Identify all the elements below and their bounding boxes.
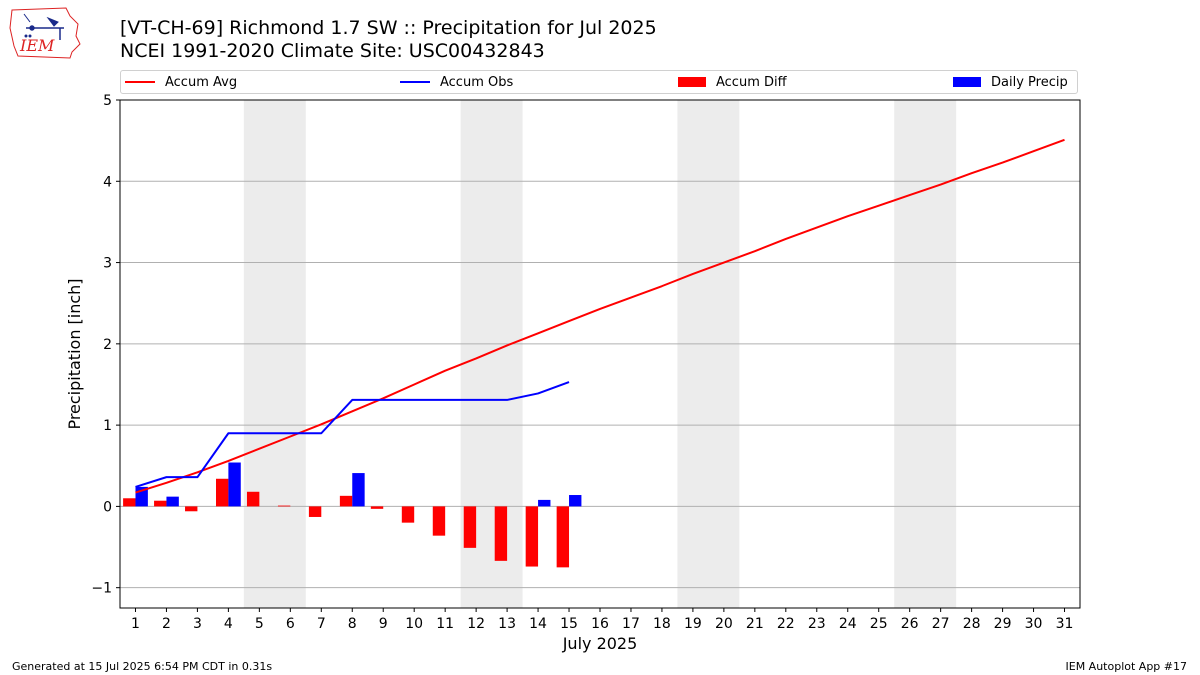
footer-app-text: IEM Autoplot App #17 — [1065, 660, 1188, 673]
y-tick-label: −1 — [91, 581, 112, 597]
x-tick-label: 26 — [901, 616, 919, 632]
daily-precip-bar — [538, 499, 551, 507]
x-tick-label: 7 — [317, 616, 326, 632]
x-tick-label: 16 — [591, 616, 609, 632]
x-tick-label: 5 — [255, 616, 264, 632]
accum-diff-bar — [123, 498, 136, 507]
chart-title: [VT-CH-69] Richmond 1.7 SW :: Precipitat… — [120, 17, 657, 39]
y-tick-label: 3 — [103, 256, 112, 272]
x-tick-label: 9 — [379, 616, 388, 632]
y-tick-label: 0 — [103, 499, 112, 515]
daily-precip-bar — [135, 486, 148, 507]
plot-frame — [119, 99, 1081, 609]
legend-item-accum-obs: Accum Obs — [400, 71, 513, 93]
x-tick-label: 10 — [405, 616, 423, 632]
legend-label-accum-diff: Accum Diff — [716, 74, 787, 90]
accum-diff-bar — [401, 506, 415, 523]
x-tick-label: 17 — [622, 616, 640, 632]
legend-item-daily-precip: Daily Precip — [953, 71, 1068, 93]
accum-avg-line — [135, 138, 1065, 494]
x-tick-label: 20 — [715, 616, 733, 632]
weather-station-icon — [23, 13, 64, 40]
iem-logo: IEM — [9, 7, 81, 59]
x-tick-label: 29 — [994, 616, 1012, 632]
x-tick-label: 30 — [1025, 616, 1043, 632]
weekend-shade-band — [243, 100, 306, 608]
x-tick-label: 22 — [777, 616, 795, 632]
accum-diff-bar — [246, 491, 260, 507]
daily-precip-bar — [228, 462, 241, 507]
x-tick-label: 15 — [560, 616, 578, 632]
chart-legend: Accum Avg Accum Obs Accum Diff Daily Pre… — [120, 70, 1078, 94]
iowa-state-outline-icon — [9, 7, 81, 59]
x-tick-label: 21 — [746, 616, 764, 632]
logo-text: IEM — [19, 36, 55, 55]
x-tick-label: 14 — [529, 616, 547, 632]
legend-item-accum-avg: Accum Avg — [125, 71, 237, 93]
daily-precip-bar — [166, 496, 179, 507]
x-axis-label: July 2025 — [562, 634, 638, 653]
weekend-shade-band — [894, 100, 957, 608]
accum-diff-bar — [463, 506, 477, 548]
daily-precip-bar — [569, 495, 582, 507]
legend-swatch-accum-avg — [125, 81, 155, 83]
accum-diff-bar — [370, 506, 384, 509]
accum-diff-bar — [277, 505, 291, 507]
x-tick-label: 4 — [224, 616, 233, 632]
y-axis-label: Precipitation [inch] — [65, 278, 84, 429]
y-tick-label: 5 — [103, 93, 112, 109]
accum-diff-bar — [432, 506, 446, 536]
accum-diff-bar — [556, 506, 570, 568]
x-tick-label: 8 — [348, 616, 357, 632]
accum-diff-bar — [154, 500, 167, 507]
x-tick-label: 19 — [684, 616, 702, 632]
accum-diff-bar — [185, 506, 198, 512]
accum-diff-bar — [494, 506, 508, 561]
accum-diff-bar — [339, 495, 353, 507]
legend-label-accum-obs: Accum Obs — [440, 74, 514, 90]
legend-label-daily-precip: Daily Precip — [991, 74, 1068, 90]
x-tick-label: 2 — [162, 616, 171, 632]
legend-swatch-accum-obs — [400, 81, 430, 83]
weekend-shade-band — [677, 100, 740, 608]
chart-subtitle: NCEI 1991-2020 Climate Site: USC00432843 — [120, 40, 545, 62]
legend-label-accum-avg: Accum Avg — [165, 74, 238, 90]
accum-diff-bar — [216, 478, 229, 507]
x-tick-label: 27 — [932, 616, 950, 632]
x-tick-label: 24 — [839, 616, 857, 632]
accum-obs-line — [135, 381, 570, 488]
weekend-shade-band — [460, 100, 523, 608]
legend-item-accum-diff: Accum Diff — [678, 71, 787, 93]
x-tick-label: 25 — [870, 616, 888, 632]
x-tick-label: 1 — [131, 616, 140, 632]
x-tick-label: 11 — [436, 616, 454, 632]
x-tick-label: 23 — [808, 616, 826, 632]
y-tick-label: 4 — [103, 174, 112, 190]
x-tick-label: 13 — [498, 616, 516, 632]
y-tick-label: 2 — [103, 337, 112, 353]
x-tick-label: 3 — [193, 616, 202, 632]
legend-swatch-accum-diff — [678, 77, 706, 87]
footer-generated-text: Generated at 15 Jul 2025 6:54 PM CDT in … — [12, 660, 273, 673]
x-tick-label: 31 — [1056, 616, 1074, 632]
legend-swatch-daily-precip — [953, 77, 981, 87]
daily-precip-bar — [352, 473, 365, 507]
x-tick-label: 18 — [653, 616, 671, 632]
x-tick-label: 6 — [286, 616, 295, 632]
y-tick-label: 1 — [103, 418, 112, 434]
x-tick-label: 28 — [963, 616, 981, 632]
accum-diff-bar — [525, 506, 539, 567]
x-tick-label: 12 — [467, 616, 485, 632]
accum-diff-bar — [308, 506, 322, 517]
